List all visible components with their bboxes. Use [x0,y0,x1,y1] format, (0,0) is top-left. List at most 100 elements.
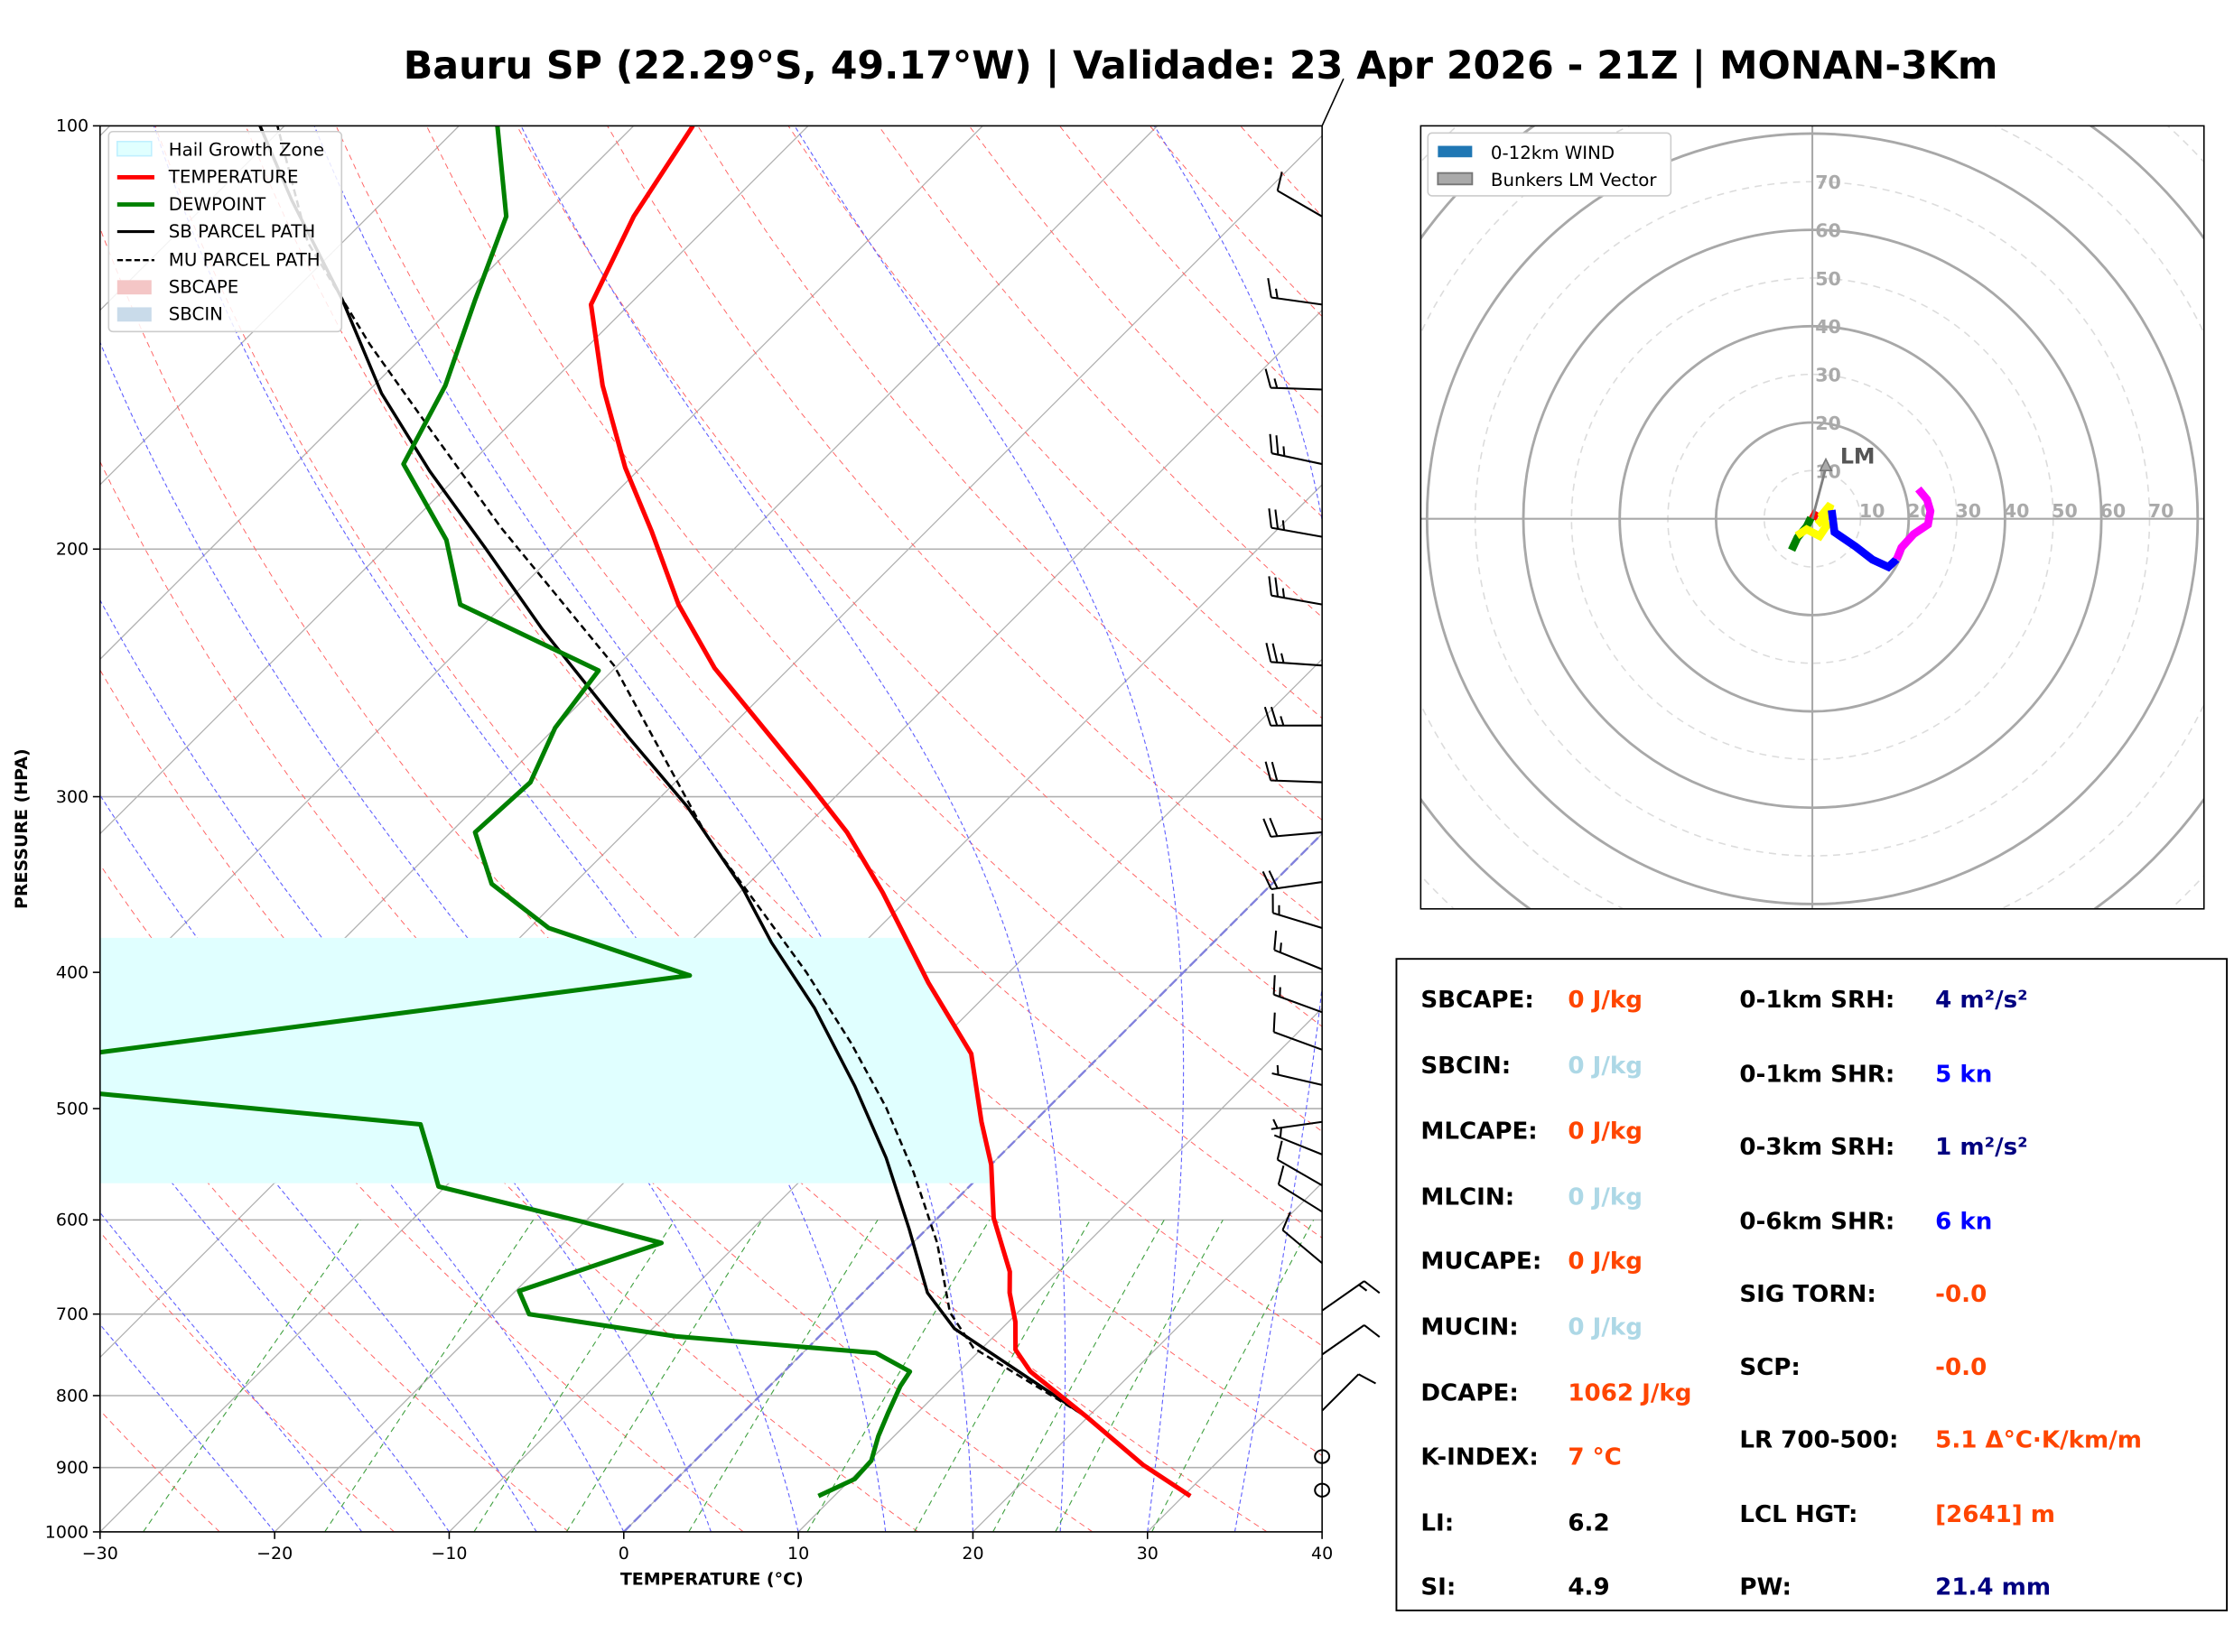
dry-adiabat [425,125,1323,1132]
moist-adiabat [99,1211,363,1532]
hodograph-trace: LM [1788,443,1935,572]
y-tick-label: 300 [56,787,88,807]
stat-value: 6.2 [1568,1509,1609,1536]
wind-barb [1269,433,1323,466]
stat-label: MLCIN: [1420,1183,1514,1211]
legend-label-temperature: TEMPERATURE [168,167,299,188]
x-axis-label: TEMPERATURE (°C) [620,1569,804,1589]
stat-value: 1062 J/kg [1568,1379,1691,1406]
dry-adiabat [99,669,918,1532]
zero-isotherm [622,831,1323,1532]
wind-barb [1268,576,1323,606]
y-tick-label: 700 [56,1304,88,1324]
x-tick-label: −10 [431,1544,467,1564]
legend-swatch-sbcin [116,307,152,322]
mixing-ratio-line [324,1220,535,1532]
isotherm [99,135,1323,1359]
stat-label: LR 700-500: [1739,1427,1898,1454]
moist-adiabat [99,599,712,1532]
stat-label: K-INDEX: [1420,1444,1538,1471]
stats-right-column: 0-1km SRH: 4 m²/s² 0-1km SHR: 5 kn 0-3km SRH… [1739,987,2142,1601]
stat-label: SI: [1420,1574,1456,1601]
moist-adiabat [520,125,1066,1532]
moist-adiabat [794,125,1185,1532]
stat-label: DCAPE: [1420,1379,1518,1406]
isotherm [973,1182,1323,1532]
stat-value: 5.1 Δ°C·K/km/m [1935,1427,2142,1454]
skewt-profiles [99,125,1192,1499]
y-tick-label: 1000 [45,1522,88,1542]
isotherm [449,658,1323,1532]
moist-adiabat [99,340,799,1532]
stat-value: 21.4 mm [1935,1574,2051,1601]
wind-barb [1264,761,1323,784]
isotherm [99,309,1323,1532]
dry-adiabat [245,125,1323,1347]
legend-label-mu-parcel: MU PARCEL PATH [169,250,321,271]
stat-value: 0 J/kg [1568,987,1643,1014]
dry-adiabat [154,125,1323,1457]
skewt-panel: −30 −20 −10 0 10 20 30 40 100 200 300 400 500 600 700 8… [12,78,1381,1589]
legend-label-dewpoint: DEWPOINT [169,194,266,215]
x-tick-label: 0 [619,1544,629,1564]
y-axis-label: PRESSURE (HPA) [12,748,32,909]
stat-value: 0 J/kg [1568,1248,1643,1276]
ring-label-vertical: 30 [1815,365,1841,386]
wind-barb [1276,172,1323,218]
wind-barb [1272,975,1323,1014]
lm-label: LM [1840,443,1876,469]
isotherm [99,125,1159,1184]
hodo-legend-box [1427,132,1672,197]
isotherm [99,125,983,1009]
wind-barb [1263,706,1323,727]
mixing-ratio-line [992,1220,1165,1532]
y-tick-label: 500 [56,1099,88,1118]
stat-label: LI: [1420,1509,1454,1536]
sb-parcel-path [258,125,1192,1498]
isotherm [99,125,635,661]
wind-barb [1321,1280,1381,1312]
x-tick-label: 30 [1137,1544,1159,1564]
x-tick-label: 40 [1311,1544,1333,1564]
y-tick-label: 400 [56,962,88,982]
stats-box [1395,958,2229,1611]
moist-adiabat [99,1323,275,1532]
hodograph-legend: 0-12km WIND Bunkers LM Vector [1427,132,1672,197]
stat-label: 0-3km SRH: [1739,1134,1894,1161]
dewpoint-line [99,125,913,1499]
x-tick-label: −20 [256,1544,293,1564]
stat-label: PW: [1739,1574,1792,1601]
legend-swatch-sbcape [116,280,152,295]
hodograph-segment [1893,486,1935,561]
y-tick-label: 800 [56,1386,88,1406]
isotherm [797,1007,1323,1532]
wind-barb [1321,1324,1381,1356]
legend-label-hail: Hail Growth Zone [169,140,324,161]
stat-label: 0-6km SHR: [1739,1208,1894,1235]
calm-wind-circle [1314,1449,1331,1464]
wind-barb [1281,1211,1323,1265]
stat-label: MLCAPE: [1420,1118,1537,1146]
skewt-legend: Hail Growth Zone TEMPERATURE DEWPOINT SB… [107,130,343,333]
stat-label: LCL HGT: [1739,1501,1857,1528]
hodo-legend-swatch-lm [1437,172,1474,186]
stat-value: 0 J/kg [1568,1183,1643,1211]
bunkers-lm-vector [1810,467,1828,520]
ring-label-horizontal: 30 [1956,500,1982,522]
stat-label: 0-1km SHR: [1739,1061,1894,1088]
isotherm [99,125,460,486]
stat-label: MUCAPE: [1420,1248,1541,1276]
stat-value: 1 m²/s² [1935,1134,2027,1161]
stat-label: 0-1km SRH: [1739,987,1894,1014]
ring-label-horizontal: 50 [2052,500,2078,522]
temperature-line [588,125,1192,1499]
wind-barb [1271,1118,1323,1130]
wind-barb [1276,1140,1323,1187]
legend-swatch-hail [116,141,153,157]
ring-label-horizontal: 70 [2148,500,2174,522]
wind-barb [1271,893,1323,930]
hodo-legend-swatch-wind [1438,145,1473,158]
legend-label-sb-parcel: SB PARCEL PATH [169,221,315,242]
